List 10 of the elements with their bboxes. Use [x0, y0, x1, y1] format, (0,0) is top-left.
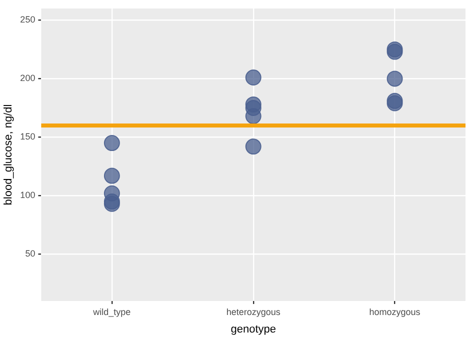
x-tick-label: homozygous: [369, 306, 421, 317]
x-tick-label: wild_type: [92, 306, 131, 317]
y-axis-title: blood_glucose, ng/dl: [2, 104, 15, 206]
y-tick-label: 200: [20, 73, 36, 84]
y-tick-label: 100: [20, 190, 36, 200]
y-tick-label: 150: [20, 132, 36, 142]
y-tick-label: 50: [25, 248, 36, 259]
y-tick-label: 250: [20, 14, 36, 25]
x-tick-label: heterozygous: [226, 306, 281, 317]
x-axis-title: genotype: [230, 323, 276, 336]
